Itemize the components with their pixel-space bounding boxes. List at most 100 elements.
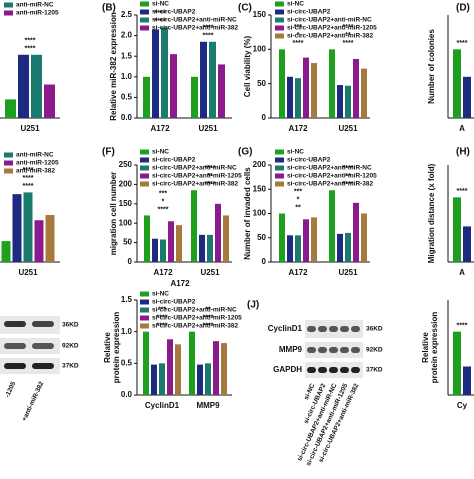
legend-swatch: [140, 299, 149, 305]
bar: [337, 233, 343, 262]
protein-label: MMP9: [279, 345, 303, 354]
blot-size: 92KD: [62, 343, 79, 350]
significance: ***: [159, 190, 167, 197]
legend-label: si-NC: [287, 149, 304, 156]
x-tick-label: U251: [198, 124, 218, 133]
x-tick-label: U251: [200, 268, 220, 277]
legend-label: anti-miR-1205: [16, 160, 59, 167]
y-tick-label: 150: [119, 199, 133, 208]
x-tick-label: U251: [338, 124, 358, 133]
significance: *: [297, 196, 300, 203]
blot-strip: [0, 358, 60, 374]
y-tick-label: 0.5: [121, 358, 133, 367]
y-tick-label: 200: [253, 160, 267, 169]
legend-swatch: [140, 307, 149, 313]
legend-label: anti-miR-NC: [16, 2, 54, 9]
blot-band: [329, 326, 338, 332]
legend-label: si-circ-UBAP2: [287, 9, 331, 16]
bar: [453, 49, 461, 119]
y-axis-label: protein expression: [430, 312, 439, 384]
legend-swatch: [140, 9, 149, 15]
y-axis-label: Migration distance (x fold): [427, 163, 436, 263]
significance: ****: [203, 25, 214, 32]
y-tick-label: 50: [257, 233, 266, 242]
bar: [12, 194, 22, 262]
bar: [311, 63, 317, 118]
bar: [361, 68, 367, 118]
x-tick-label: A172: [288, 124, 308, 133]
x-tick-label: U251: [20, 124, 40, 133]
bar: [453, 331, 461, 395]
legend-swatch: [275, 9, 284, 15]
blot-strip: [0, 338, 60, 354]
significance: *: [297, 32, 300, 39]
bar: [143, 331, 149, 395]
x-tick-label: Cy: [457, 401, 468, 410]
blot-band: [318, 326, 327, 332]
bar: [161, 27, 168, 118]
y-axis-label: Cell viability (%): [243, 35, 252, 97]
legend-swatch: [275, 181, 284, 187]
x-tick-label: A172: [153, 268, 173, 277]
y-tick-label: 2.5: [121, 10, 133, 19]
y-tick-label: 150: [253, 184, 267, 193]
blot-size: 37KD: [366, 367, 383, 374]
bar: [191, 190, 197, 262]
y-axis-label: Relative miR-382 expression: [109, 12, 118, 121]
bar: [205, 363, 211, 395]
legend-swatch: [275, 25, 284, 31]
protein-label: GAPDH: [273, 365, 302, 374]
significance: **: [205, 307, 211, 314]
legend-label: si-circ-UBAP2+anti-miR-382: [287, 33, 374, 40]
legend-swatch: [140, 1, 149, 7]
bar: [160, 239, 166, 262]
y-tick-label: 2.0: [121, 31, 133, 40]
protein-label: CyclinD1: [268, 324, 303, 333]
bar: [168, 221, 174, 262]
legend-swatch: [275, 33, 284, 39]
legend-swatch: [4, 160, 13, 166]
legend-swatch: [4, 2, 13, 8]
bar: [200, 41, 207, 118]
legend-label: si-circ-UBAP2+anti-miR-NC: [287, 17, 372, 24]
significance: ****: [155, 10, 166, 17]
significance: ****: [203, 315, 214, 322]
legend-label: anti-miR-1205: [16, 10, 59, 17]
x-tick-label: MMP9: [196, 401, 220, 410]
significance: ****: [343, 181, 354, 188]
x-tick-label: A172: [288, 268, 308, 277]
significance: ***: [158, 307, 166, 314]
blot-band: [318, 347, 327, 353]
bar: [152, 238, 158, 262]
legend-label: anti-miR-382: [16, 168, 55, 175]
bar: [295, 235, 301, 262]
chart-panel: 0.0 0.5 1.0 1.5 Relative protein expression Cy…: [103, 291, 242, 410]
blot-band: [32, 363, 54, 369]
legend-label: si-circ-UBAP2+anti-miR-1205: [287, 25, 377, 32]
bar: [45, 215, 55, 262]
blot-band: [340, 367, 349, 373]
y-axis-label: Relative: [103, 332, 112, 363]
legend-swatch: [140, 165, 149, 171]
panel-label: (C): [238, 3, 252, 14]
legend-swatch: [4, 10, 13, 16]
y-axis-label: migration cell number: [109, 172, 118, 256]
x-tick-label: U251: [338, 268, 358, 277]
bar: [159, 363, 165, 395]
blot-left: [0, 316, 60, 374]
blot-size: 36KD: [62, 322, 79, 329]
bar: [303, 57, 309, 118]
significance: **: [345, 32, 351, 39]
legend-swatch: [275, 165, 284, 171]
legend-swatch: [275, 173, 284, 179]
bar: [329, 49, 335, 119]
legend-label: si-circ-UBAP2+anti-miR-NC: [152, 165, 237, 172]
legend-swatch: [140, 181, 149, 187]
bar: [199, 234, 205, 262]
blot-band: [307, 326, 316, 332]
blot-band: [32, 321, 54, 327]
chart-panel: Relative protein expression Cy ****: [421, 300, 474, 410]
bar: [279, 49, 285, 119]
